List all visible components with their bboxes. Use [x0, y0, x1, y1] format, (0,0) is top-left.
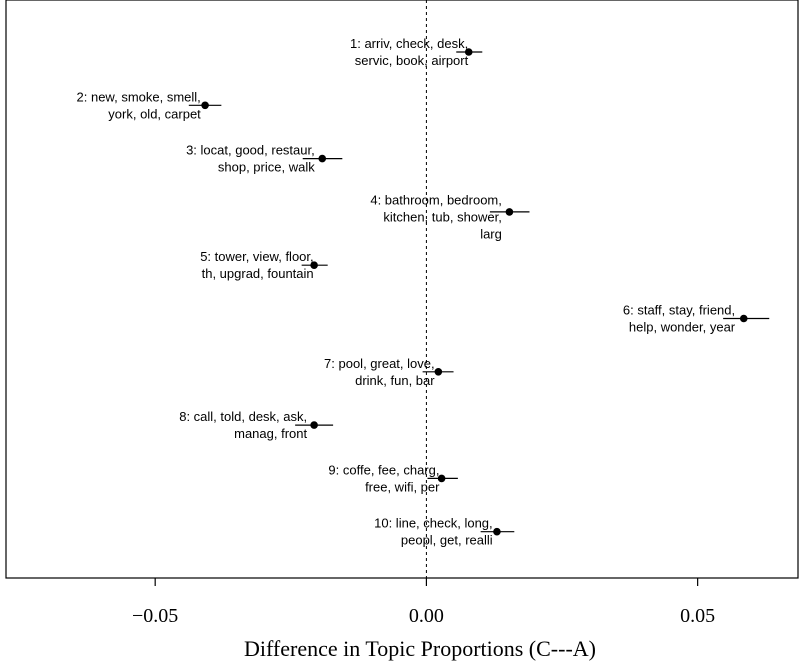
- topic-10-group: 10: line, check, long, peopl, get, realli: [374, 516, 515, 548]
- x-axis: −0.05 0.00 0.05: [132, 578, 715, 627]
- topic-4-point: [505, 208, 514, 216]
- topic-7-label-line-1: 7: pool, great, love,: [324, 356, 435, 371]
- topic-1-label-line-2: servic, book, airport: [355, 53, 469, 68]
- topic-8-group: 8: call, told, desk, ask, manag, front: [179, 409, 334, 441]
- topic-5-label-line-1: 5: tower, view, floor,: [200, 249, 313, 264]
- topic-2-point: [201, 101, 209, 110]
- topic-4-group: 4: bathroom, bedroom, kitchen, tub, showe…: [370, 192, 530, 241]
- topic-4-label-line-3: larg: [480, 226, 502, 241]
- topic-3-label-line-1: 3: locat, good, restaur,: [186, 143, 315, 158]
- topic-8-label-line-2: manag, front: [234, 426, 307, 441]
- topic-4-label-line-1: 4: bathroom, bedroom,: [370, 192, 502, 207]
- topic-5-group: 5: tower, view, floor, th, upgrad, founta…: [200, 249, 328, 281]
- topic-6-group: 6: staff, stay, friend, help, wonder, yea…: [623, 303, 770, 335]
- topic-estimates-layer: 1: arriv, check, desk, servic, book, airp…: [77, 36, 770, 548]
- topic-3-group: 3: locat, good, restaur, shop, price, wal…: [186, 143, 343, 175]
- topic-4-label-line-2: kitchen, tub, shower,: [383, 209, 502, 224]
- topic-8-label-line-1: 8: call, told, desk, ask,: [179, 409, 307, 424]
- topic-10-label-line-1: 10: line, check, long,: [374, 516, 493, 531]
- topic-3-point: [318, 154, 327, 163]
- topic-5-point: [310, 261, 318, 270]
- topic-6-point: [739, 314, 748, 323]
- topic-7-group: 7: pool, great, love, drink, fun, bar: [324, 356, 454, 388]
- topic-2-group: 2: new, smoke, smell, york, old, carpet: [77, 89, 222, 121]
- topic-10-label-line-2: peopl, get, realli: [401, 533, 493, 548]
- topic-1-group: 1: arriv, check, desk, servic, book, airp…: [350, 36, 483, 68]
- topic-7-point: [434, 368, 443, 376]
- topic-9-label-line-1: 9: coffe, fee, charg,: [328, 462, 439, 477]
- topic-1-label-line-1: 1: arriv, check, desk,: [350, 36, 468, 51]
- topic-2-label-line-2: york, old, carpet: [108, 106, 201, 121]
- topic-9-group: 9: coffe, fee, charg, free, wifi, per: [328, 462, 458, 494]
- x-tick-label: 0.05: [680, 605, 715, 627]
- topic-9-label-line-2: free, wifi, per: [365, 479, 440, 494]
- topic-6-label-line-1: 6: staff, stay, friend,: [623, 303, 735, 318]
- x-axis-title: Difference in Topic Proportions (C---A): [244, 636, 596, 661]
- topic-9-point: [437, 474, 446, 483]
- topic-10-point: [493, 527, 501, 536]
- x-tick-label: −0.05: [132, 605, 178, 627]
- topic-5-label-line-2: th, upgrad, fountain: [202, 266, 314, 281]
- topic-6-label-line-2: help, wonder, year: [629, 320, 736, 335]
- topic-8-point: [310, 421, 318, 429]
- topic-3-label-line-2: shop, price, walk: [218, 160, 315, 175]
- plot-frame: [5, 0, 799, 579]
- topic-1-point: [464, 48, 473, 56]
- x-tick-label: 0.00: [409, 605, 444, 627]
- topic-2-label-line-1: 2: new, smoke, smell,: [77, 89, 201, 104]
- topic-7-label-line-2: drink, fun, bar: [355, 373, 435, 388]
